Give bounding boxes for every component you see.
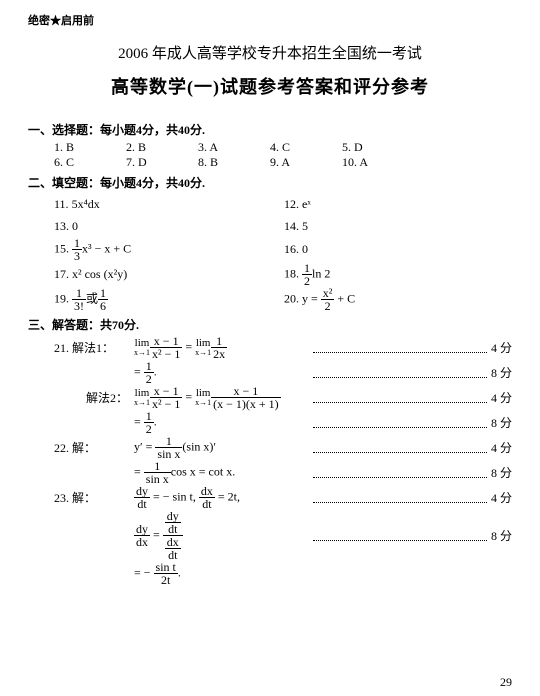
section1-head: 一、选择题：每小题4分，共40分.	[28, 121, 512, 138]
fill-row: 19. 13!或16 20. y = x²2 + C	[54, 287, 512, 312]
subject-title: 高等数学(一)试题参考答案和评分参考	[28, 73, 512, 99]
fill-row: 15. 13x³ − x + C 16. 0	[54, 237, 512, 262]
page-number: 29	[500, 675, 512, 690]
problem-23: 23. 解： dydt = − sin t, dxdt = 2t, 4 分 dy…	[54, 485, 512, 586]
fill-row: 13. 0 14. 5	[54, 215, 512, 237]
mc-row-2: 6. C 7. D 8. B 9. A 10. A	[54, 155, 512, 170]
section3-head: 三、解答题：共70分.	[28, 316, 512, 333]
problem-21: 21. 解法1： limx→1x − 1x² − 1 = limx→112x 4…	[54, 335, 512, 435]
fill-row: 11. 5x⁴dx 12. eˣ	[54, 193, 512, 215]
fill-row: 17. x² cos (x²y) 18. 12ln 2	[54, 262, 512, 287]
section2-head: 二、填空题：每小题4分，共40分.	[28, 174, 512, 191]
mc-row-1: 1. B 2. B 3. A 4. C 5. D	[54, 140, 512, 155]
header-note: 绝密★启用前	[28, 12, 512, 28]
problem-22: 22. 解： y′ = 1sin x(sin x)′ 4 分 = 1sin xc…	[54, 435, 512, 485]
exam-title: 2006 年成人高等学校专升本招生全国统一考试	[28, 42, 512, 63]
